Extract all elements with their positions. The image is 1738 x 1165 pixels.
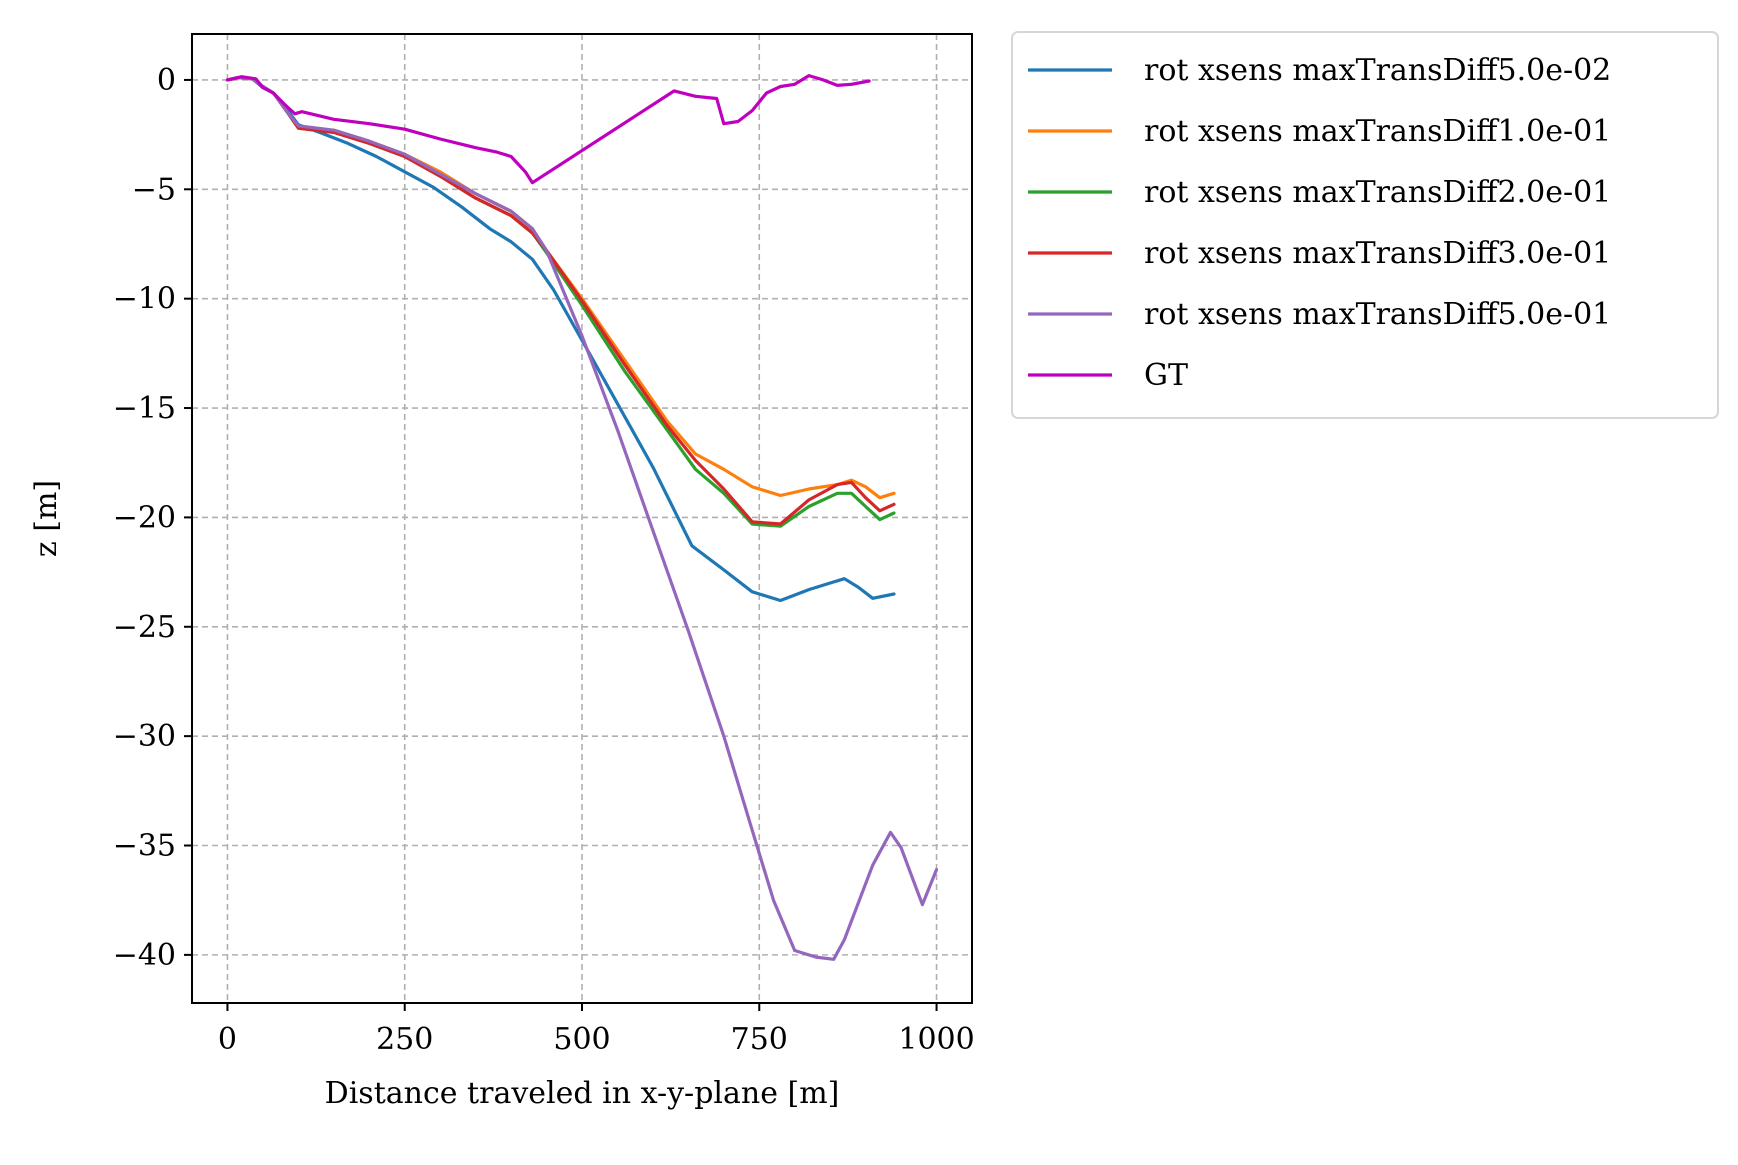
legend-label: rot xsens maxTransDiff5.0e-01 — [1144, 297, 1611, 332]
y-tick-label: −35 — [113, 829, 176, 864]
x-tick-label: 500 — [553, 1022, 610, 1057]
axis-ticks: 0 250 500 750 1000 0 −5 −10 −15 −20 −25 −30 −35 −40 — [113, 63, 975, 1057]
legend-frame — [1011, 31, 1719, 419]
grid — [192, 34, 972, 1003]
y-tick-label: −20 — [113, 500, 176, 535]
y-axis-label: z [m] — [29, 480, 64, 557]
y-tick-label: −40 — [113, 938, 176, 973]
y-tick-label: −10 — [113, 282, 176, 317]
y-tick-label: −25 — [113, 610, 176, 645]
series-line-5 — [225, 76, 939, 961]
legend-label: rot xsens maxTransDiff1.0e-01 — [1144, 114, 1611, 149]
legend: rot xsens maxTransDiff5.0e-02 rot xsens m… — [1011, 31, 1719, 419]
y-tick-label: −30 — [113, 719, 176, 754]
y-tick-label: −15 — [113, 391, 176, 426]
legend-label: rot xsens maxTransDiff2.0e-01 — [1144, 175, 1611, 210]
x-tick-label: 0 — [218, 1022, 237, 1057]
y-tick-label: 0 — [157, 63, 176, 98]
y-tick-label: −5 — [132, 172, 176, 207]
series-line-1 — [225, 76, 896, 603]
legend-label: rot xsens maxTransDiff5.0e-02 — [1144, 53, 1611, 88]
legend-label: rot xsens maxTransDiff3.0e-01 — [1144, 236, 1611, 271]
x-tick-label: 250 — [376, 1022, 433, 1057]
x-tick-label: 1000 — [898, 1022, 974, 1057]
x-axis-label: Distance traveled in x-y-plane [m] — [325, 1076, 840, 1111]
series-line-6 — [225, 74, 871, 185]
x-tick-label: 750 — [731, 1022, 788, 1057]
legend-label: GT — [1144, 358, 1188, 393]
plot-series — [225, 74, 939, 961]
